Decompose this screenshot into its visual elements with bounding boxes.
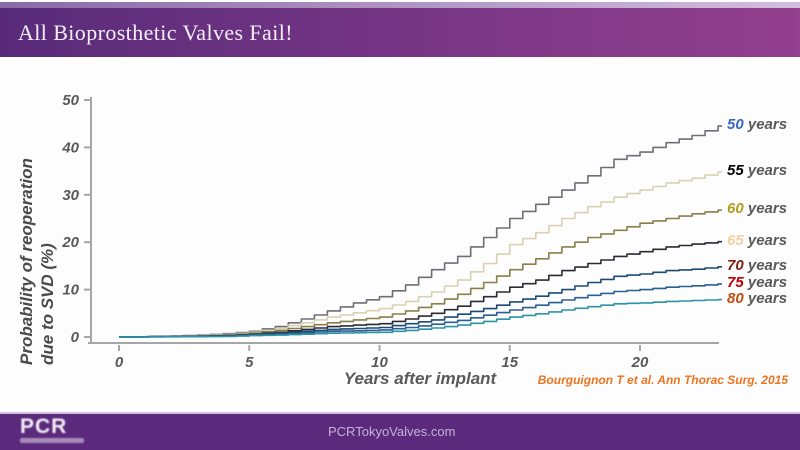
series-label-age: 55 — [727, 162, 744, 180]
y-axis-label-line1: Probability of reoperation — [17, 158, 36, 365]
slide-title: All Bioprosthetic Valves Fail! — [18, 19, 293, 45]
series-label-suffix: years — [743, 256, 788, 274]
series-label-age: 50 — [727, 116, 744, 134]
series-label-80: 80 years — [727, 289, 787, 309]
series-label-suffix: years — [743, 231, 788, 249]
series-label-age: 60 — [727, 199, 744, 217]
series-line-80 — [119, 298, 722, 338]
series-label-age: 65 — [727, 231, 744, 249]
y-tick-label: 50 — [62, 92, 79, 109]
y-axis-label-line2: due to SVD (%) — [38, 243, 57, 365]
pcr-logo-subtext-blur — [20, 438, 84, 443]
y-tick-label: 20 — [61, 234, 79, 251]
y-tick-label: 30 — [62, 187, 79, 204]
series-label-70: 70 years — [727, 256, 787, 276]
x-tick-label: 15 — [501, 354, 518, 371]
series-label-age: 75 — [727, 273, 744, 291]
x-tick-label: 10 — [371, 354, 388, 371]
footer-bar: PCR PCRTokyoValves.com — [0, 412, 800, 450]
series-label-75: 75 years — [727, 273, 787, 293]
series-label-age: 70 — [727, 256, 744, 274]
x-tick-label: 5 — [245, 354, 254, 371]
y-axis-label: Probability of reoperation due to SVD (%… — [16, 105, 60, 365]
footer-site-text: PCRTokyoValves.com — [328, 424, 456, 439]
y-tick-label: 0 — [71, 329, 80, 346]
series-label-age: 80 — [727, 289, 744, 307]
citation-text: Bourguignon T et al. Ann Thorac Surg. 20… — [537, 373, 788, 387]
y-tick-label: 10 — [62, 282, 79, 299]
x-axis-label: Years after implant — [343, 369, 497, 388]
series-label-suffix: years — [743, 199, 788, 217]
series-label-suffix: years — [743, 289, 788, 307]
series-label-50: 50 years — [727, 115, 787, 135]
pcr-logo: PCR — [20, 415, 84, 443]
series-line-50 — [119, 125, 722, 338]
x-tick-label: 20 — [631, 354, 649, 371]
series-label-55: 55 years — [727, 161, 787, 181]
pcr-logo-text: PCR — [20, 415, 68, 438]
header-bar: All Bioprosthetic Valves Fail! — [0, 8, 800, 57]
series-line-60 — [119, 209, 722, 338]
series-line-65 — [119, 240, 722, 338]
series-label-60: 60 years — [727, 199, 787, 219]
series-label-suffix: years — [743, 162, 788, 180]
series-label-suffix: years — [743, 116, 788, 134]
series-label-suffix: years — [743, 273, 788, 291]
x-tick-label: 0 — [115, 354, 124, 371]
header-accent-strip — [0, 2, 800, 8]
series-label-65: 65 years — [727, 231, 787, 251]
y-tick-label: 40 — [61, 139, 79, 156]
